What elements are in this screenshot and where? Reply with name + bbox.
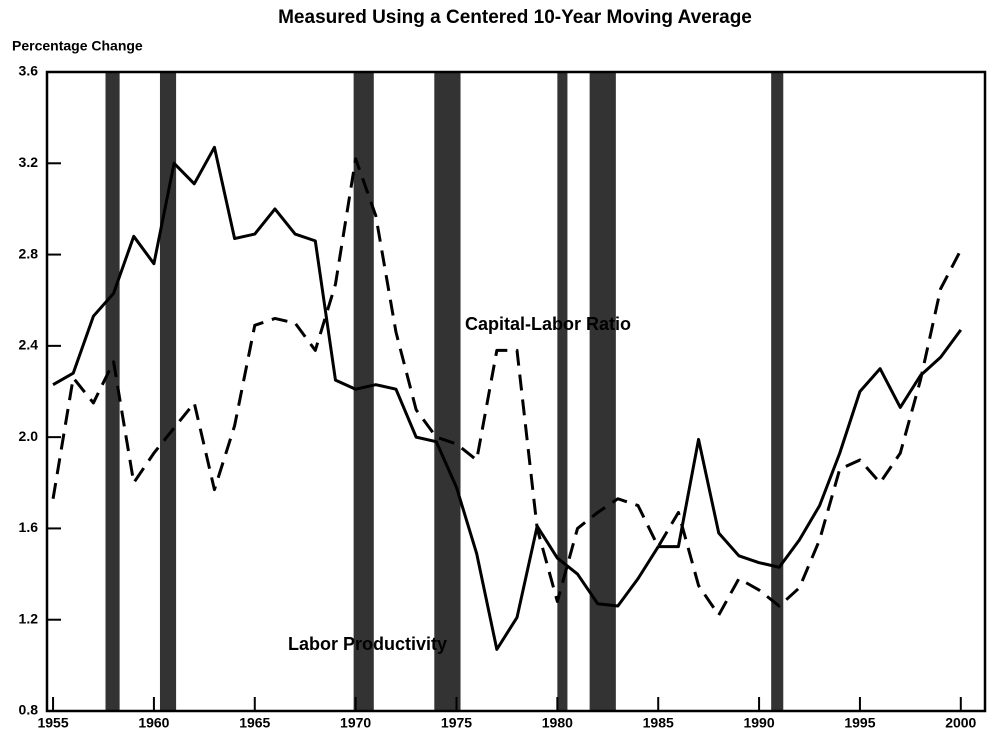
x-tick-label: 2000	[945, 715, 976, 731]
recession-bar	[557, 72, 568, 711]
y-tick-label: 3.2	[19, 154, 39, 170]
recession-bar	[589, 72, 616, 711]
series-line	[52, 145, 963, 651]
x-tick-label: 1985	[643, 715, 674, 731]
y-tick-label: 2.4	[19, 337, 39, 353]
x-tick-label: 1975	[441, 715, 472, 731]
y-tick-label: 2.0	[19, 428, 39, 444]
y-tick-label: 2.8	[19, 245, 39, 261]
chart-title: Measured Using a Centered 10-Year Moving…	[278, 7, 752, 28]
recession-bar	[434, 72, 461, 711]
recession-bar	[353, 72, 374, 711]
recession-bar	[771, 72, 784, 711]
y-tick-label: 0.8	[19, 702, 39, 718]
x-tick-label: 1960	[138, 715, 169, 731]
y-tick-label: 1.6	[19, 519, 39, 535]
recession-bar	[159, 72, 177, 711]
recession-bar	[105, 72, 120, 711]
x-tick-label: 1995	[844, 715, 875, 731]
series-annotation: Labor Productivity	[288, 634, 447, 654]
plot-frame	[45, 70, 987, 713]
series-annotation: Capital-Labor Ratio	[465, 314, 631, 334]
y-tick-label: 3.6	[19, 63, 39, 79]
x-tick-label: 1990	[743, 715, 774, 731]
y-tick-label: 1.2	[19, 610, 39, 626]
series-line	[51, 157, 963, 617]
x-tick-label: 1965	[239, 715, 270, 731]
x-tick-label: 1955	[37, 715, 68, 731]
y-axis-label: Percentage Change	[12, 38, 143, 54]
x-tick-label: 1980	[542, 715, 573, 731]
x-tick-label: 1970	[340, 715, 371, 731]
